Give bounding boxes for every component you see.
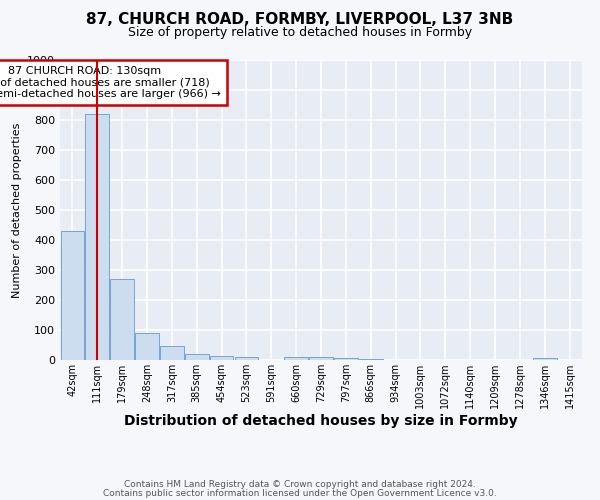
- Bar: [61, 231, 84, 360]
- Bar: [110, 279, 134, 360]
- Text: Size of property relative to detached houses in Formby: Size of property relative to detached ho…: [128, 26, 472, 39]
- Text: Contains HM Land Registry data © Crown copyright and database right 2024.: Contains HM Land Registry data © Crown c…: [124, 480, 476, 489]
- Bar: [309, 357, 333, 360]
- Bar: [185, 354, 209, 360]
- X-axis label: Distribution of detached houses by size in Formby: Distribution of detached houses by size …: [124, 414, 518, 428]
- Bar: [359, 358, 383, 360]
- Y-axis label: Number of detached properties: Number of detached properties: [11, 122, 22, 298]
- Text: 87 CHURCH ROAD: 130sqm
← 42% of detached houses are smaller (718)
57% of semi-de: 87 CHURCH ROAD: 130sqm ← 42% of detached…: [0, 66, 221, 99]
- Bar: [284, 356, 308, 360]
- Bar: [235, 357, 258, 360]
- Bar: [135, 333, 159, 360]
- Bar: [334, 358, 358, 360]
- Bar: [160, 346, 184, 360]
- Bar: [210, 356, 233, 360]
- Bar: [85, 114, 109, 360]
- Bar: [533, 358, 557, 360]
- Text: Contains public sector information licensed under the Open Government Licence v3: Contains public sector information licen…: [103, 488, 497, 498]
- Text: 87, CHURCH ROAD, FORMBY, LIVERPOOL, L37 3NB: 87, CHURCH ROAD, FORMBY, LIVERPOOL, L37 …: [86, 12, 514, 28]
